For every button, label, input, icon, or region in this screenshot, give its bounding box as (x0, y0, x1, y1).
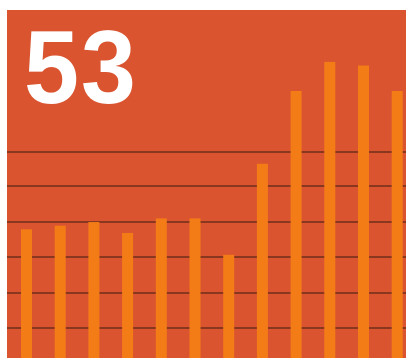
bar (155, 218, 167, 358)
bar (223, 254, 235, 358)
bar (358, 65, 369, 358)
bar (256, 163, 268, 358)
headline-number: 53 (24, 10, 138, 126)
bar-chart (7, 61, 406, 358)
bar (21, 229, 32, 358)
gridlines (7, 151, 406, 329)
bar (122, 232, 134, 358)
bar (324, 61, 336, 358)
bar (189, 218, 201, 358)
bar (391, 91, 403, 358)
chart-panel: 53 (7, 10, 406, 358)
bar (290, 91, 302, 358)
bar (88, 222, 100, 358)
bar (54, 225, 66, 358)
bars (21, 61, 403, 358)
